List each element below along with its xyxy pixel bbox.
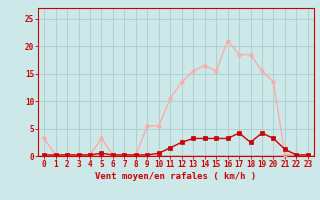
X-axis label: Vent moyen/en rafales ( km/h ): Vent moyen/en rafales ( km/h ) [95, 172, 257, 181]
